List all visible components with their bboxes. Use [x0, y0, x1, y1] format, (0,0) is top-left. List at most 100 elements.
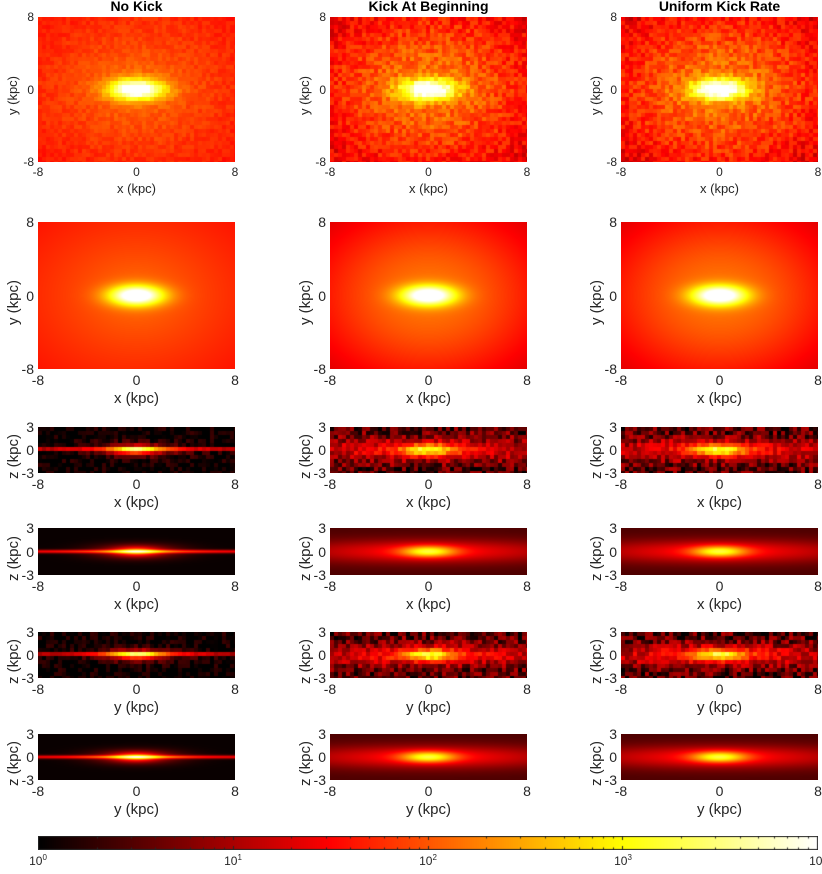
- y-axis-label: z (kpc): [297, 535, 314, 581]
- y-tick-label: -8: [21, 361, 34, 378]
- heatmap-panel: [621, 17, 818, 162]
- heatmap-panel: [621, 427, 818, 473]
- y-tick-label: -8: [313, 361, 326, 378]
- x-axis-label: x (kpc): [114, 390, 159, 407]
- y-tick-label: 0: [26, 287, 34, 304]
- heatmap-panel: [330, 632, 527, 678]
- x-tick-label: -8: [31, 372, 45, 388]
- x-tick-label: 0: [424, 476, 433, 492]
- x-tick-label: 0: [715, 681, 724, 697]
- x-tick-label: 8: [231, 681, 239, 697]
- y-tick-label: 0: [318, 749, 326, 766]
- x-tick-label: 0: [132, 578, 141, 594]
- x-tick-label: -8: [614, 372, 628, 388]
- y-axis-label: y (kpc): [588, 75, 603, 115]
- x-tick-label: 0: [424, 578, 433, 594]
- y-tick-label: -8: [606, 155, 617, 170]
- y-tick-label: -3: [313, 772, 326, 789]
- x-tick-label: -8: [323, 783, 337, 799]
- x-axis-label: x (kpc): [406, 390, 451, 407]
- x-tick-label: -8: [31, 476, 45, 492]
- x-axis-label: x (kpc): [697, 596, 742, 613]
- x-axis-label: y (kpc): [406, 801, 451, 818]
- column-title: Uniform Kick Rate: [658, 0, 781, 14]
- y-tick-label: 0: [610, 82, 617, 97]
- y-axis-label: z (kpc): [297, 741, 314, 787]
- x-tick-label: 8: [814, 476, 822, 492]
- y-tick-label: 3: [318, 419, 326, 436]
- y-tick-label: 8: [609, 214, 617, 231]
- y-tick-label: -3: [604, 670, 617, 687]
- x-tick-label: 0: [424, 372, 433, 388]
- heatmap-panel: [330, 734, 527, 780]
- y-tick-label: 3: [609, 726, 617, 743]
- x-tick-label: 8: [231, 165, 239, 179]
- y-tick-label: 8: [610, 10, 617, 25]
- colorbar-tick-label: 104: [809, 854, 822, 868]
- y-tick-label: -3: [21, 670, 34, 687]
- y-axis-label: z (kpc): [588, 535, 605, 581]
- y-tick-label: 3: [318, 726, 326, 743]
- y-axis-label: z (kpc): [5, 741, 22, 787]
- heatmap-panel: [38, 427, 235, 473]
- heatmap-panel: [621, 528, 818, 575]
- y-tick-label: 3: [26, 520, 34, 537]
- x-tick-label: 0: [715, 476, 724, 492]
- column-title: No Kick: [110, 0, 163, 14]
- x-tick-label: 0: [424, 783, 433, 799]
- x-axis-label: x (kpc): [406, 596, 451, 613]
- x-axis-label: x (kpc): [697, 494, 742, 511]
- colorbar-tick-label: 101: [224, 853, 242, 868]
- y-tick-label: 8: [26, 214, 34, 231]
- y-tick-label: 0: [27, 82, 34, 97]
- x-tick-label: -8: [614, 578, 628, 594]
- x-tick-label: -8: [323, 681, 337, 697]
- x-tick-label: 0: [132, 681, 141, 697]
- heatmap-panel: [621, 222, 818, 369]
- x-tick-label: 8: [814, 165, 822, 179]
- y-tick-label: -3: [313, 567, 326, 584]
- x-tick-label: -8: [323, 476, 337, 492]
- x-tick-label: 8: [814, 681, 822, 697]
- y-tick-label: 0: [318, 543, 326, 560]
- y-tick-label: 8: [319, 10, 326, 25]
- x-tick-label: -8: [615, 165, 627, 179]
- x-tick-label: -8: [31, 578, 45, 594]
- x-tick-label: 0: [132, 372, 141, 388]
- x-axis-label: x (kpc): [406, 494, 451, 511]
- colorbar-tick-label: 102: [419, 853, 437, 868]
- x-tick-label: -8: [614, 476, 628, 492]
- x-tick-label: -8: [32, 165, 44, 179]
- x-tick-label: -8: [614, 783, 628, 799]
- y-tick-label: 0: [318, 647, 326, 664]
- y-axis-label: z (kpc): [588, 741, 605, 787]
- y-axis-label: y (kpc): [588, 279, 605, 325]
- x-tick-label: 0: [132, 476, 141, 492]
- y-axis-label: z (kpc): [5, 639, 22, 685]
- x-tick-label: 8: [523, 578, 531, 594]
- y-tick-label: 0: [609, 442, 617, 459]
- x-tick-label: 8: [231, 783, 239, 799]
- x-axis-label: x (kpc): [700, 181, 739, 196]
- x-tick-label: 0: [716, 165, 723, 179]
- y-tick-label: 3: [609, 624, 617, 641]
- y-axis-label: y (kpc): [5, 75, 20, 115]
- x-tick-label: 0: [425, 165, 432, 179]
- x-tick-label: 8: [231, 578, 239, 594]
- y-tick-label: 3: [609, 419, 617, 436]
- colorbar-tick-label: 103: [614, 853, 632, 868]
- y-tick-label: -8: [23, 155, 34, 170]
- heatmap-panel: [330, 17, 527, 162]
- x-axis-label: x (kpc): [114, 494, 159, 511]
- y-tick-label: -3: [313, 465, 326, 482]
- y-tick-label: 0: [318, 442, 326, 459]
- y-tick-label: 8: [318, 214, 326, 231]
- y-tick-label: 0: [26, 749, 34, 766]
- x-tick-label: 8: [231, 372, 239, 388]
- y-tick-label: 3: [26, 419, 34, 436]
- x-tick-label: 0: [715, 372, 724, 388]
- colorbar: [38, 836, 818, 850]
- y-tick-label: -3: [21, 567, 34, 584]
- y-tick-label: 3: [26, 726, 34, 743]
